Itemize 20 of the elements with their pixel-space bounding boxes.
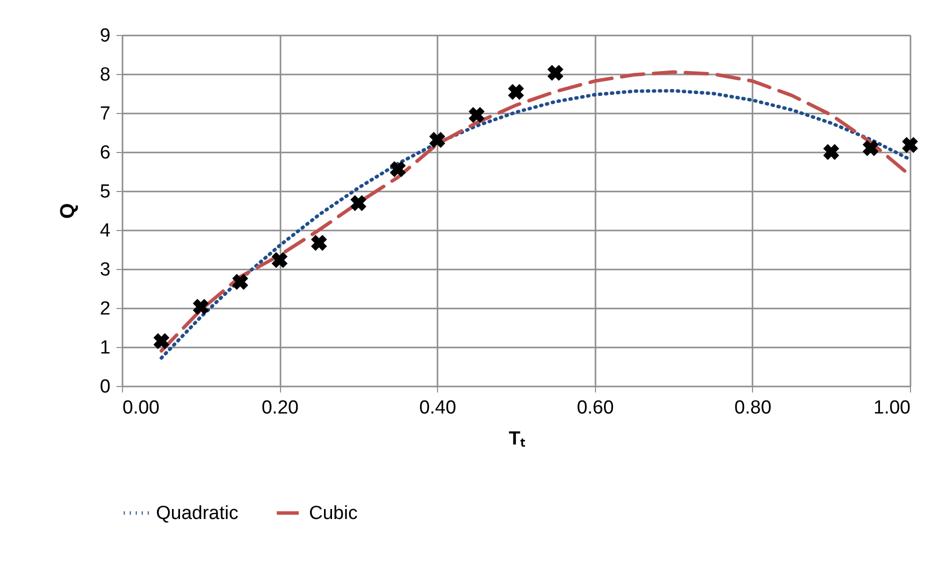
y-axis-title: Q xyxy=(56,203,79,219)
y-tick-label: 5 xyxy=(100,182,110,202)
y-tick-label: 0 xyxy=(100,376,110,398)
legend-label: Cubic xyxy=(309,503,358,524)
x-tick-label: 0.60 xyxy=(576,398,614,418)
y-tick-label: 1 xyxy=(100,338,110,358)
x-tick-label: 1.00 xyxy=(874,398,910,418)
y-tick-label: 7 xyxy=(100,104,110,124)
x-tick-label: 0.00 xyxy=(122,398,160,418)
y-tick-label: 8 xyxy=(100,64,110,86)
y-tick-label: 3 xyxy=(100,260,110,280)
y-tick-label: 4 xyxy=(100,220,111,242)
y-tick-label: 9 xyxy=(100,26,110,46)
x-tick-label: 0.80 xyxy=(734,398,772,418)
legend-label: Quadratic xyxy=(156,503,238,524)
x-tick-label: 0.40 xyxy=(419,398,456,418)
x-tick-label: 0.20 xyxy=(262,398,299,418)
y-tick-label: 2 xyxy=(100,298,110,320)
y-tick-label: 6 xyxy=(100,142,110,164)
x-axis-title: Tₜ xyxy=(508,428,526,450)
